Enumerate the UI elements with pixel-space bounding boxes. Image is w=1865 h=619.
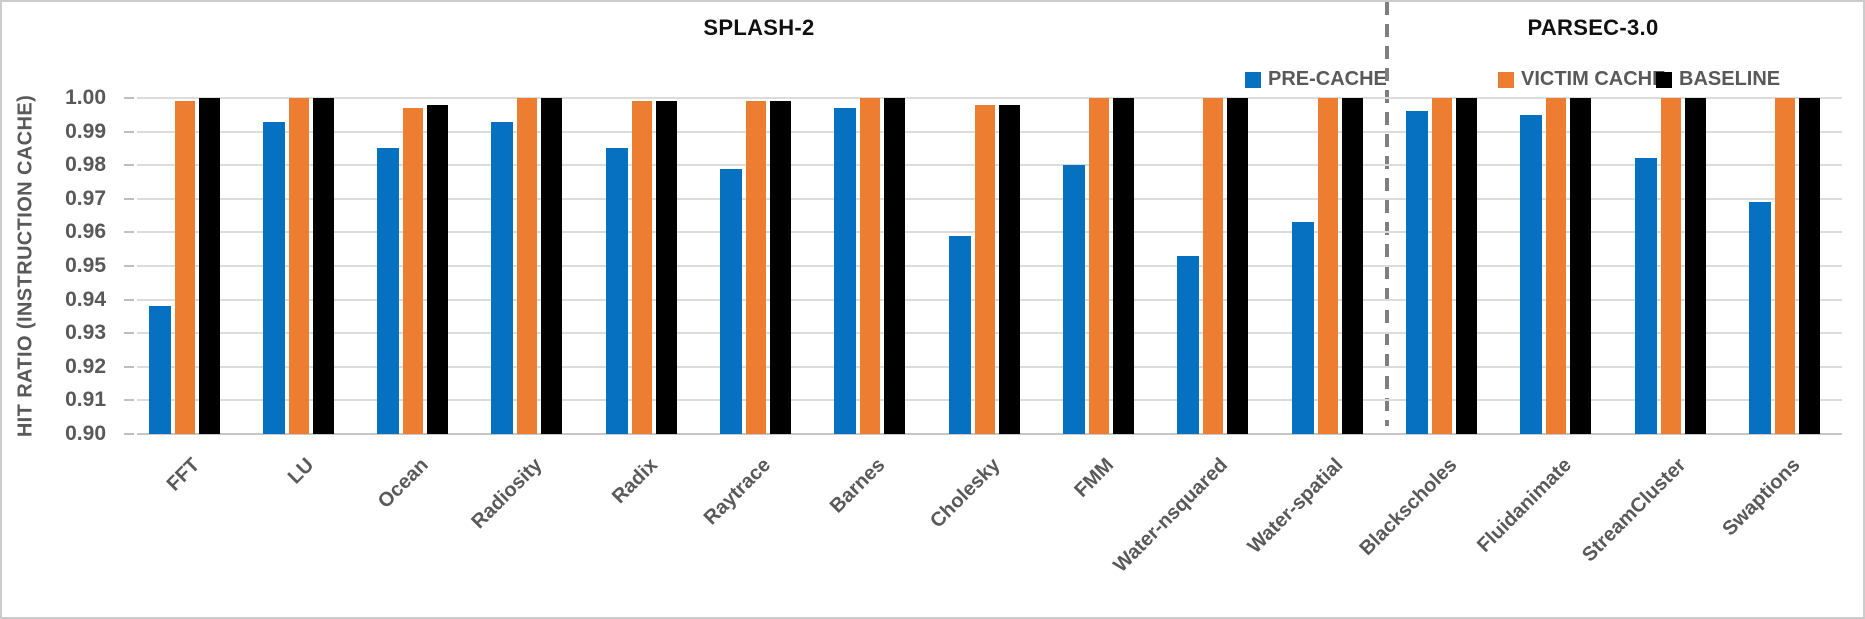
legend-item-victim-cache: VICTIM CACHE — [1498, 68, 1665, 91]
x-axis-label-water-nsquared: Water-nsquared — [1109, 454, 1233, 577]
bar-victim-cache-blackscholes — [1432, 98, 1452, 434]
bar-baseline-blackscholes — [1456, 98, 1477, 434]
bar-baseline-ocean — [427, 105, 448, 434]
y-tick-0.92 — [124, 366, 134, 368]
x-axis-label-blackscholes: Blackscholes — [1355, 454, 1462, 560]
y-tick-label-0.94: 0.94 — [65, 288, 106, 311]
legend-label-victim-cache: VICTIM CACHE — [1521, 68, 1666, 90]
bar-baseline-radix — [656, 101, 677, 434]
bar-victim-cache-water-spatial — [1318, 98, 1338, 434]
y-tick-label-0.95: 0.95 — [65, 254, 106, 277]
bar-baseline-raytrace — [770, 101, 791, 434]
bar-victim-cache-streamcluster — [1661, 98, 1681, 434]
y-tick-label-1.00: 1.00 — [65, 86, 106, 109]
x-axis-label-streamcluster: StreamCluster — [1578, 454, 1691, 567]
y-tick-0.91 — [124, 399, 134, 401]
bar-victim-cache-fft — [175, 101, 195, 434]
bar-victim-cache-lu — [289, 98, 309, 434]
bar-baseline-radiosity — [541, 98, 562, 434]
legend-swatch-pre-cache-icon — [1245, 71, 1261, 88]
bar-pre-cache-streamcluster — [1635, 158, 1657, 434]
y-tick-0.90 — [124, 433, 134, 435]
legend-label-baseline: BASELINE — [1679, 68, 1781, 90]
bar-victim-cache-swaptions — [1775, 98, 1795, 434]
section-title-parsec3: PARSEC-3.0 — [1527, 15, 1659, 40]
x-axis-label-swaptions: Swaptions — [1718, 454, 1805, 541]
bar-pre-cache-fft — [149, 306, 171, 434]
y-tick-0.97 — [124, 198, 134, 200]
bar-pre-cache-water-nsquared — [1177, 256, 1199, 434]
bar-pre-cache-barnes — [834, 108, 856, 434]
bar-pre-cache-water-spatial — [1292, 222, 1314, 434]
bar-baseline-water-spatial — [1342, 98, 1363, 434]
bar-pre-cache-radix — [606, 148, 628, 434]
bar-victim-cache-raytrace — [746, 101, 766, 434]
bar-pre-cache-fluidanimate — [1520, 115, 1542, 434]
bar-baseline-lu — [313, 98, 334, 434]
x-axis-label-raytrace: Raytrace — [700, 454, 776, 530]
bar-victim-cache-radiosity — [517, 98, 537, 434]
bar-victim-cache-water-nsquared — [1203, 98, 1223, 434]
y-tick-0.95 — [124, 265, 134, 267]
bar-pre-cache-fmm — [1063, 165, 1085, 434]
legend-swatch-victim-cache-icon — [1498, 71, 1514, 88]
y-tick-label-0.92: 0.92 — [65, 355, 106, 378]
y-tick-0.99 — [124, 131, 134, 133]
bar-victim-cache-ocean — [403, 108, 423, 434]
bar-baseline-water-nsquared — [1227, 98, 1248, 434]
bar-victim-cache-cholesky — [975, 105, 995, 434]
bar-victim-cache-barnes — [860, 98, 880, 434]
legend-item-pre-cache: PRE-CACHE — [1245, 68, 1387, 91]
bar-victim-cache-fmm — [1089, 98, 1109, 434]
bar-baseline-streamcluster — [1685, 98, 1706, 434]
x-axis-label-fft: FFT — [163, 454, 205, 496]
y-tick-label-0.91: 0.91 — [65, 388, 106, 411]
y-tick-label-0.96: 0.96 — [65, 220, 106, 243]
x-axis-label-radix: Radix — [607, 454, 662, 509]
bar-baseline-fft — [199, 98, 220, 434]
x-axis-label-ocean: Ocean — [373, 454, 433, 513]
y-tick-label-0.90: 0.90 — [65, 422, 106, 445]
bar-pre-cache-ocean — [377, 148, 399, 434]
x-axis-label-radiosity: Radiosity — [467, 454, 547, 534]
legend-item-baseline: BASELINE — [1656, 68, 1780, 91]
bar-pre-cache-cholesky — [949, 236, 971, 434]
y-tick-label-0.99: 0.99 — [65, 120, 106, 143]
bar-victim-cache-radix — [632, 101, 652, 434]
bar-pre-cache-swaptions — [1749, 202, 1771, 434]
bar-pre-cache-radiosity — [491, 122, 513, 434]
section-title-splash2: SPLASH-2 — [703, 15, 815, 40]
bar-baseline-barnes — [884, 98, 905, 434]
y-tick-0.96 — [124, 231, 134, 233]
y-tick-label-0.97: 0.97 — [65, 187, 106, 210]
bar-pre-cache-lu — [263, 122, 285, 434]
suite-separator-line — [1385, 2, 1389, 426]
legend-label-pre-cache: PRE-CACHE — [1268, 68, 1387, 90]
bar-pre-cache-blackscholes — [1406, 111, 1428, 434]
x-axis-label-lu: LU — [284, 454, 319, 489]
bar-pre-cache-raytrace — [720, 169, 742, 434]
y-tick-0.93 — [124, 332, 134, 334]
gridline-0.90 — [137, 433, 1842, 435]
bar-baseline-fluidanimate — [1570, 98, 1591, 434]
bar-baseline-swaptions — [1799, 98, 1820, 434]
gridline-1.00 — [137, 97, 1842, 99]
legend-swatch-baseline-icon — [1656, 71, 1672, 88]
x-axis-label-fluidanimate: Fluidanimate — [1472, 454, 1576, 557]
y-tick-0.94 — [124, 299, 134, 301]
y-tick-label-0.98: 0.98 — [65, 153, 106, 176]
bar-baseline-cholesky — [999, 105, 1020, 434]
x-axis-label-water-spatial: Water-spatial — [1243, 454, 1348, 558]
y-tick-1.00 — [124, 97, 134, 99]
bar-baseline-fmm — [1113, 98, 1134, 434]
x-axis-label-barnes: Barnes — [826, 454, 890, 518]
x-axis-label-fmm: FMM — [1070, 454, 1119, 502]
y-tick-0.98 — [124, 164, 134, 166]
x-axis-label-cholesky: Cholesky — [926, 454, 1005, 533]
bar-victim-cache-fluidanimate — [1546, 98, 1566, 434]
y-tick-label-0.93: 0.93 — [65, 321, 106, 344]
